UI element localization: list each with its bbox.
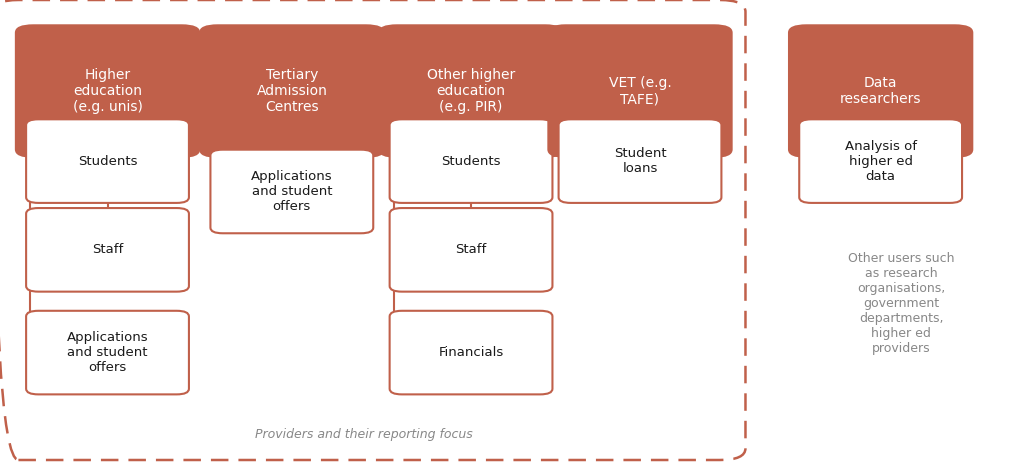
Text: Providers and their reporting focus: Providers and their reporting focus (255, 428, 472, 441)
Text: Other users such
as research
organisations,
government
departments,
higher ed
pr: Other users such as research organisatio… (848, 252, 954, 355)
FancyBboxPatch shape (379, 24, 563, 158)
FancyBboxPatch shape (389, 120, 553, 203)
Text: Applications
and student
offers: Applications and student offers (67, 331, 148, 374)
Text: Students: Students (78, 155, 137, 168)
Text: Student
loans: Student loans (613, 147, 667, 175)
FancyBboxPatch shape (210, 149, 373, 234)
FancyBboxPatch shape (788, 24, 973, 158)
Text: Data
researchers: Data researchers (840, 76, 922, 106)
FancyBboxPatch shape (389, 311, 553, 394)
FancyBboxPatch shape (799, 120, 963, 203)
FancyBboxPatch shape (547, 24, 733, 158)
Text: Staff: Staff (92, 243, 123, 256)
Text: Other higher
education
(e.g. PIR): Other higher education (e.g. PIR) (427, 68, 515, 114)
Text: Applications
and student
offers: Applications and student offers (251, 170, 333, 213)
FancyBboxPatch shape (26, 208, 188, 291)
FancyBboxPatch shape (26, 120, 188, 203)
Text: Analysis of
higher ed
data: Analysis of higher ed data (845, 140, 916, 183)
Text: Staff: Staff (456, 243, 486, 256)
Text: VET (e.g.
TAFE): VET (e.g. TAFE) (608, 76, 672, 106)
FancyBboxPatch shape (559, 120, 721, 203)
FancyBboxPatch shape (389, 208, 553, 291)
Text: Financials: Financials (438, 346, 504, 359)
Text: Students: Students (441, 155, 501, 168)
FancyBboxPatch shape (26, 311, 188, 394)
Text: Tertiary
Admission
Centres: Tertiary Admission Centres (256, 68, 328, 114)
FancyBboxPatch shape (199, 24, 384, 158)
Text: Higher
education
(e.g. unis): Higher education (e.g. unis) (73, 68, 142, 114)
FancyBboxPatch shape (15, 24, 201, 158)
